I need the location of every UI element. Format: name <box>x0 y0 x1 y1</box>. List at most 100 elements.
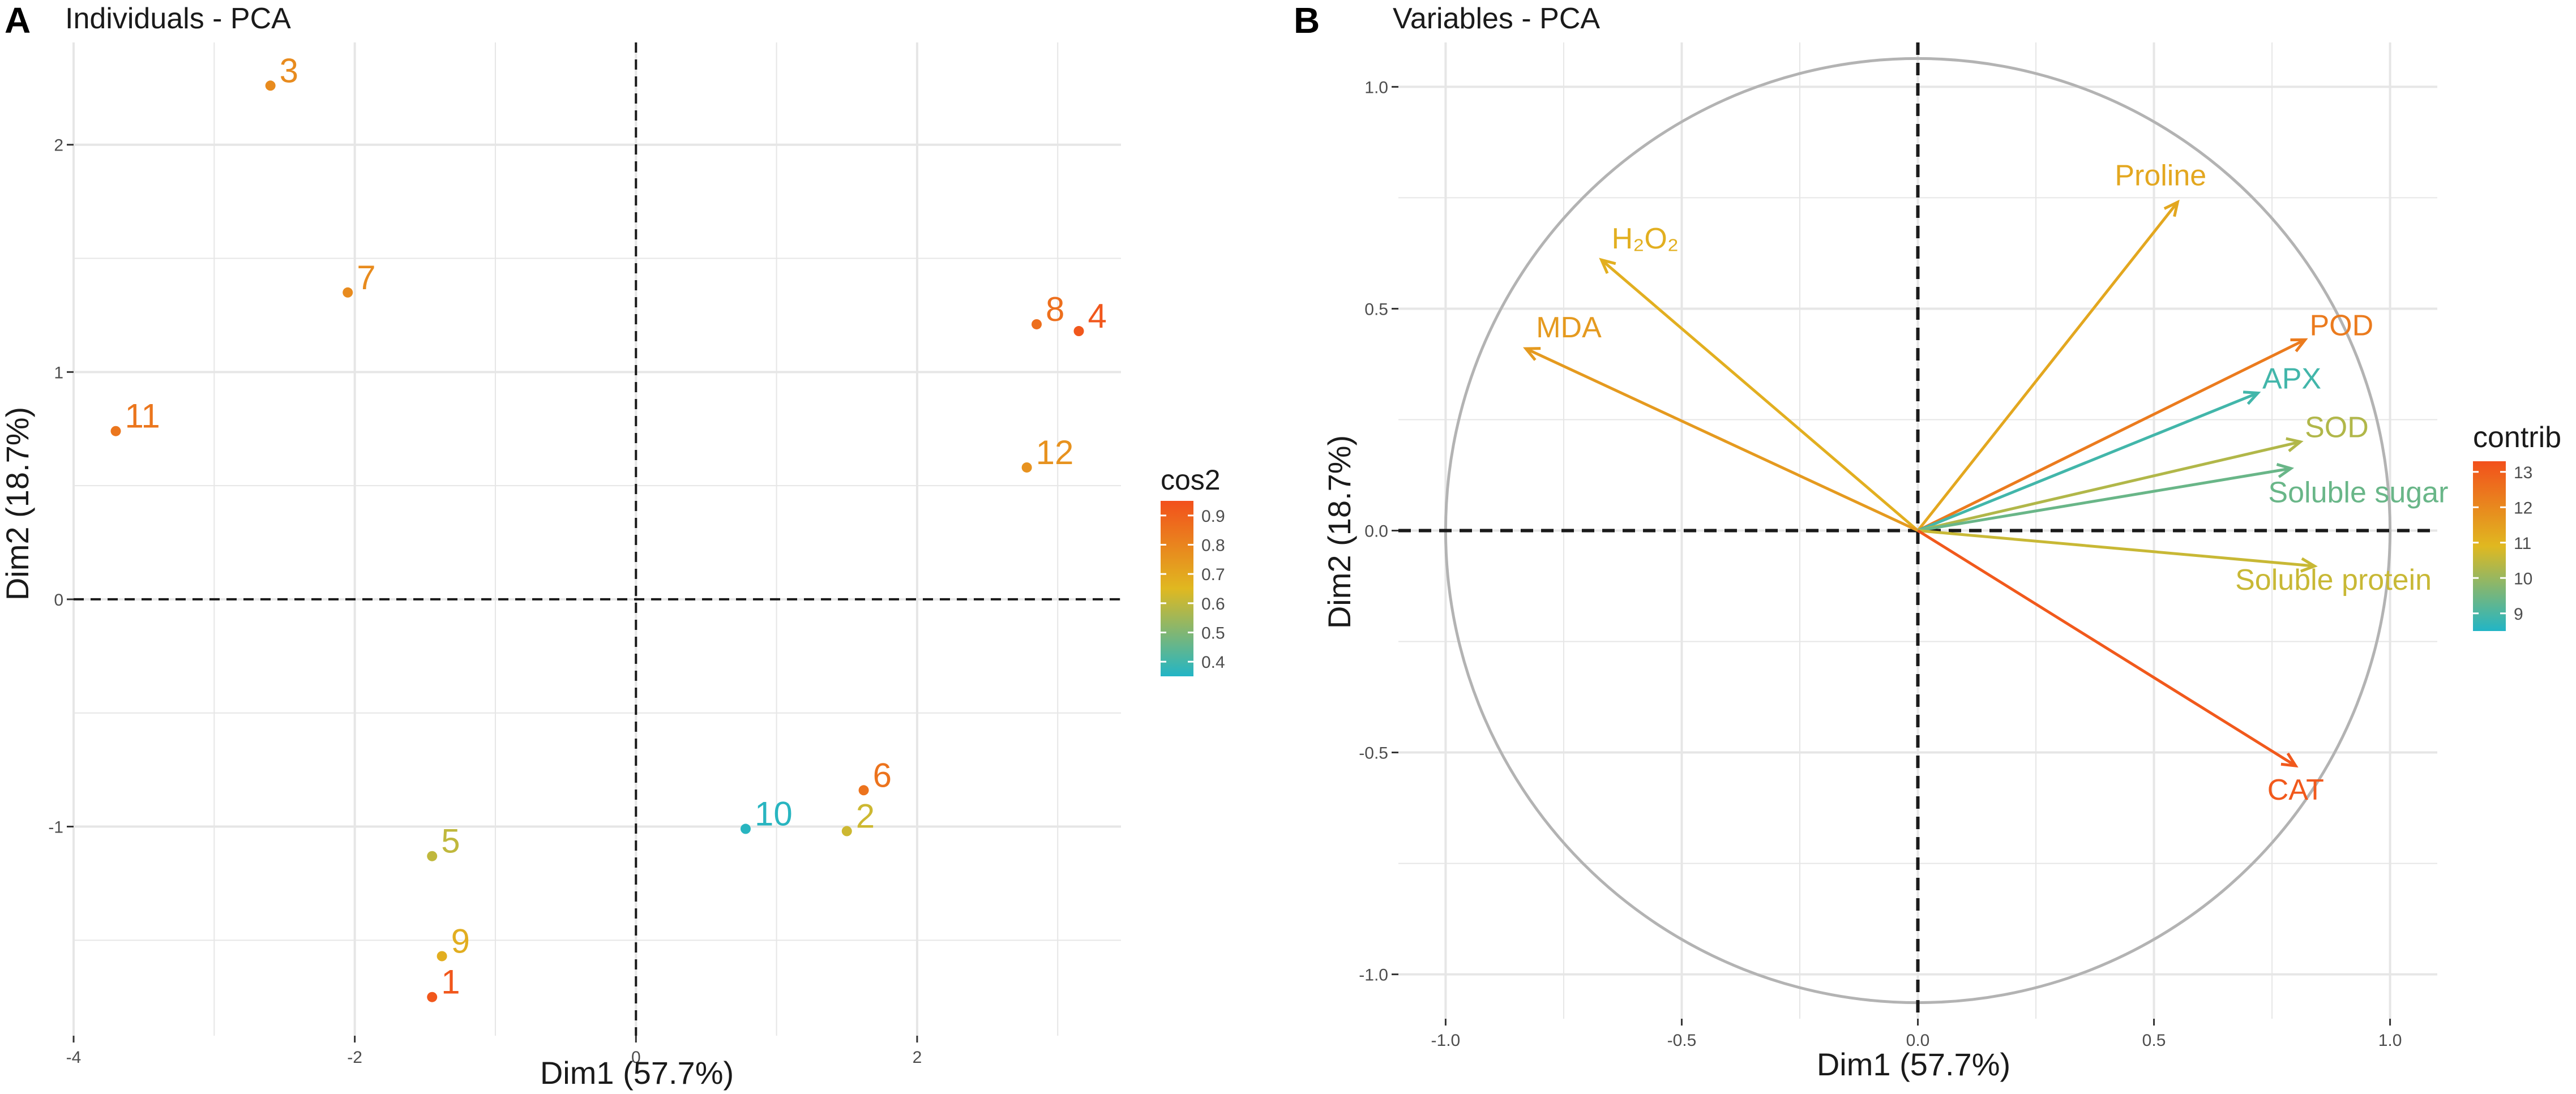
panel-b-y-axis-label: Dim2 (18.7%) <box>1321 435 1357 629</box>
panel-a-point-label-11: 11 <box>125 397 160 435</box>
panel-b-y-tick-label: 0.5 <box>1364 300 1388 319</box>
panel-a-y-axis-label: Dim2 (18.7%) <box>0 407 35 600</box>
panel-a-x-tick-label: -4 <box>66 1048 82 1067</box>
panel-b-legend-label: 10 <box>2514 569 2532 588</box>
panel-b-arrowhead-mda <box>1522 347 1541 361</box>
panel-b-arrowhead-h-o- <box>1599 258 1616 274</box>
panel-b-legend-label: 12 <box>2514 499 2532 517</box>
panel-a-title: Individuals - PCA <box>65 2 291 35</box>
panel-a-point-label-3: 3 <box>280 52 298 89</box>
panel-b-legend-label: 11 <box>2514 534 2531 553</box>
panel-b-y-tick-label: 1.0 <box>1364 78 1388 97</box>
panel-b-y-tick-label: -1.0 <box>1359 966 1388 985</box>
panel-a-point-label-1: 1 <box>441 963 460 1001</box>
panel-b: B Variables - PCA Proline H₂O₂ MDA POD APX SO… <box>1294 0 2561 1082</box>
panel-a-x-tick-label: -2 <box>347 1048 362 1067</box>
panel-a-legend-label: 0.7 <box>1201 565 1225 584</box>
panel-b-arrowhead-soluble-protein <box>2300 557 2318 573</box>
panel-a-point-9 <box>437 951 447 962</box>
panel-a-point-label-5: 5 <box>441 822 460 860</box>
panel-b-arrowhead-cat <box>2280 752 2299 768</box>
panel-b-title: Variables - PCA <box>1393 2 1600 35</box>
panel-b-arrowhead-soluble-sugar <box>2276 463 2295 478</box>
panel-b-letter: B <box>1294 0 1320 41</box>
panel-b-arrow-label-mda: MDA <box>1536 311 1602 344</box>
panel-b-arrow-label-pod: POD <box>2309 309 2373 342</box>
panel-b-arrow-soluble-sugar <box>1918 467 2291 532</box>
panel-a-point-10 <box>740 823 751 834</box>
panel-b-arrowhead-pod <box>2290 338 2308 353</box>
panel-a-point-label-6: 6 <box>873 756 892 794</box>
panel-b-arrowhead-proline <box>2163 199 2180 217</box>
panel-b-arrow-label-cat: CAT <box>2267 774 2324 806</box>
panel-b-arrowhead-apx <box>2243 391 2261 405</box>
panel-a-x-axis-label: Dim1 (57.7%) <box>540 1055 734 1091</box>
panel-a-x-tick-label: 0 <box>631 1048 641 1067</box>
panel-b-arrow-pod <box>1917 338 2306 532</box>
panel-b-arrow-label-sod: SOD <box>2305 411 2369 444</box>
panel-b-arrow-label-h-o-: H₂O₂ <box>1612 222 1679 255</box>
panel-b-arrow-cat <box>1917 529 2297 767</box>
panel-b-legend-title: contrib <box>2473 421 2561 454</box>
panel-b-legend-colorbar <box>2473 461 2506 631</box>
panel-a-point-12 <box>1021 462 1032 473</box>
panel-b-arrow-apx <box>1917 392 2258 532</box>
panel-a-point-4 <box>1073 326 1084 337</box>
panel-b-x-tick-label: 0.0 <box>1906 1031 1930 1050</box>
panel-b-arrow-soluble-protein <box>1918 529 2315 568</box>
panel-b-legend-label: 13 <box>2514 464 2532 482</box>
panel-a-legend: cos2 0.4 0.5 0.6 0.7 0.8 0.9 <box>1161 464 1225 676</box>
panel-b-arrows: Proline H₂O₂ MDA POD APX SOD Soluble sugar Solu… <box>1522 159 2448 806</box>
panel-b-legend: contrib 9 10 11 12 13 <box>2473 421 2561 631</box>
panel-a-point-label-10: 10 <box>755 795 793 833</box>
panel-a-point-5 <box>427 851 438 861</box>
panel-b-y-ticks: -1.0 -0.5 0.0 0.5 1.0 <box>1359 78 1398 985</box>
panel-b-x-tick-label: 0.5 <box>2142 1031 2166 1050</box>
panel-a-legend-label: 0.9 <box>1201 507 1225 526</box>
panel-a-legend-label: 0.6 <box>1201 595 1225 614</box>
panel-a-point-label-8: 8 <box>1046 290 1064 328</box>
panel-b-x-tick-label: -1.0 <box>1431 1031 1461 1050</box>
panel-a-y-tick-label: -1 <box>48 818 63 837</box>
panel-b-x-tick-label: 1.0 <box>2378 1031 2402 1050</box>
panel-a-point-label-7: 7 <box>357 259 375 297</box>
panel-a-legend-label: 0.8 <box>1201 537 1225 555</box>
panel-a-y-tick-label: 2 <box>54 136 63 155</box>
panel-a-x-ticks: -4 -2 0 2 <box>66 1036 922 1067</box>
panel-b-arrow-label-soluble-sugar: Soluble sugar <box>2268 477 2448 509</box>
panel-b-arrow-label-proline: Proline <box>2115 159 2206 192</box>
panel-a-point-2 <box>841 826 852 836</box>
panel-a-point-1 <box>427 992 438 1002</box>
panel-b-y-tick-label: 0.0 <box>1364 522 1388 541</box>
panel-b-arrowhead-sod <box>2286 437 2304 452</box>
panel-a-plot-area <box>74 42 1121 1036</box>
panel-b-arrow-h-o- <box>1601 259 1919 532</box>
panel-a-point-7 <box>343 287 353 298</box>
panel-a-point-label-2: 2 <box>856 797 875 835</box>
panel-b-arrow-sod <box>1917 440 2301 532</box>
panel-a-legend-ticks: 0.4 0.5 0.6 0.7 0.8 0.9 <box>1161 507 1225 672</box>
panel-a-legend-title: cos2 <box>1161 464 1221 496</box>
panel-a-point-11 <box>110 426 121 436</box>
panel-b-arrow-label-soluble-protein: Soluble protein <box>2235 564 2432 597</box>
panel-b-x-ticks: -1.0 -0.5 0.0 0.5 1.0 <box>1431 1019 2402 1050</box>
panel-a-point-3 <box>265 80 276 91</box>
panel-b-y-tick-label: -0.5 <box>1359 744 1388 763</box>
panel-b-x-axis-label: Dim1 (57.7%) <box>1817 1046 2010 1082</box>
panel-a-legend-label: 0.5 <box>1201 624 1225 643</box>
panel-b-legend-label: 9 <box>2514 605 2523 624</box>
panel-a-legend-colorbar <box>1161 501 1193 676</box>
panel-a-y-tick-label: 0 <box>54 591 63 610</box>
panel-b-arrow-label-apx: APX <box>2262 362 2321 395</box>
panel-b-legend-ticks: 9 10 11 12 13 <box>2473 464 2532 624</box>
panel-a-grid <box>72 42 1121 1036</box>
panel-a-legend-label: 0.4 <box>1201 653 1225 672</box>
panel-b-arrow-mda <box>1525 347 1919 532</box>
panel-a-point-6 <box>858 785 869 796</box>
panel-a-point-label-4: 4 <box>1088 297 1107 335</box>
panel-a-y-ticks: -1 0 1 2 <box>48 136 74 837</box>
panel-b-x-tick-label: -0.5 <box>1667 1031 1697 1050</box>
